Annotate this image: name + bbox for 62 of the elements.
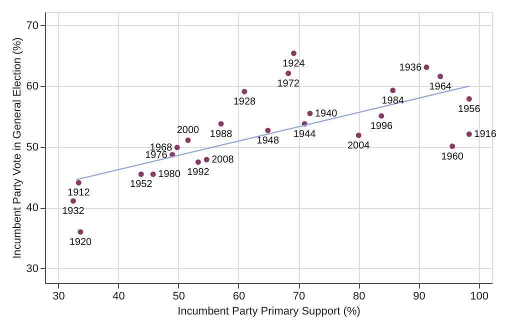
- point: [307, 110, 313, 116]
- y-tick-label: 40: [26, 202, 38, 214]
- annotation: 1988: [210, 128, 233, 140]
- point: [218, 121, 224, 127]
- point: [195, 159, 201, 165]
- y-tick-label: 70: [26, 20, 38, 32]
- x-tick-label: 60: [232, 290, 246, 302]
- y-tick-label: 60: [26, 80, 38, 93]
- annotation: 1916: [474, 129, 497, 140]
- point: [174, 144, 180, 150]
- point: [78, 229, 84, 235]
- y-tick-label: 30: [26, 262, 38, 275]
- point: [390, 88, 396, 94]
- x-tick-label: 90: [413, 290, 426, 302]
- annotation: 1960: [441, 151, 464, 162]
- annotation: 1984: [382, 95, 404, 106]
- x-axis-title: Incumbent Party Primary Support (%): [178, 306, 360, 318]
- x-tick-label: 30: [52, 290, 65, 302]
- point: [242, 88, 248, 94]
- point: [378, 113, 384, 119]
- x-tick-label: 40: [112, 290, 125, 302]
- point: [138, 172, 144, 177]
- point: [265, 128, 271, 134]
- annotation: 1920: [69, 236, 92, 248]
- annotation: 1932: [62, 206, 85, 217]
- annotation: 1928: [233, 96, 256, 108]
- annotation: 1948: [256, 135, 280, 146]
- annotation: 1980: [158, 169, 181, 180]
- annotation: 1972: [277, 78, 300, 90]
- annotation: 2000: [176, 125, 200, 136]
- point: [70, 198, 76, 204]
- annotation: 1956: [458, 104, 481, 115]
- point: [185, 137, 191, 143]
- annotation: 1912: [68, 188, 90, 199]
- point: [204, 156, 210, 162]
- annotation: 1940: [314, 108, 338, 120]
- point: [466, 131, 472, 137]
- x-tick-label: 70: [292, 290, 306, 302]
- point: [450, 144, 456, 150]
- point: [290, 50, 296, 56]
- annotation: 1924: [282, 58, 306, 70]
- point: [150, 172, 156, 177]
- annotation: 1996: [370, 120, 394, 132]
- annotation: 1944: [293, 128, 316, 140]
- annotation: 1952: [130, 179, 153, 190]
- annotation: 1992: [187, 167, 210, 178]
- point: [356, 132, 362, 138]
- annotation: 1964: [429, 81, 452, 92]
- x-tick-label: 100: [470, 290, 488, 302]
- y-tick-label: 50: [26, 141, 38, 154]
- x-tick-label: 80: [352, 290, 366, 302]
- y-axis-title: Incumbent Party Vote in General Election (%): [11, 37, 24, 259]
- point: [286, 70, 292, 76]
- point: [76, 180, 82, 186]
- point: [466, 96, 472, 102]
- annotation: 2008: [212, 154, 234, 166]
- annotation: 2004: [347, 140, 370, 152]
- annotation: 1976: [145, 150, 168, 161]
- x-tick-label: 50: [172, 290, 186, 302]
- annotation: 1936: [399, 62, 422, 74]
- point: [424, 64, 430, 70]
- point: [438, 74, 444, 80]
